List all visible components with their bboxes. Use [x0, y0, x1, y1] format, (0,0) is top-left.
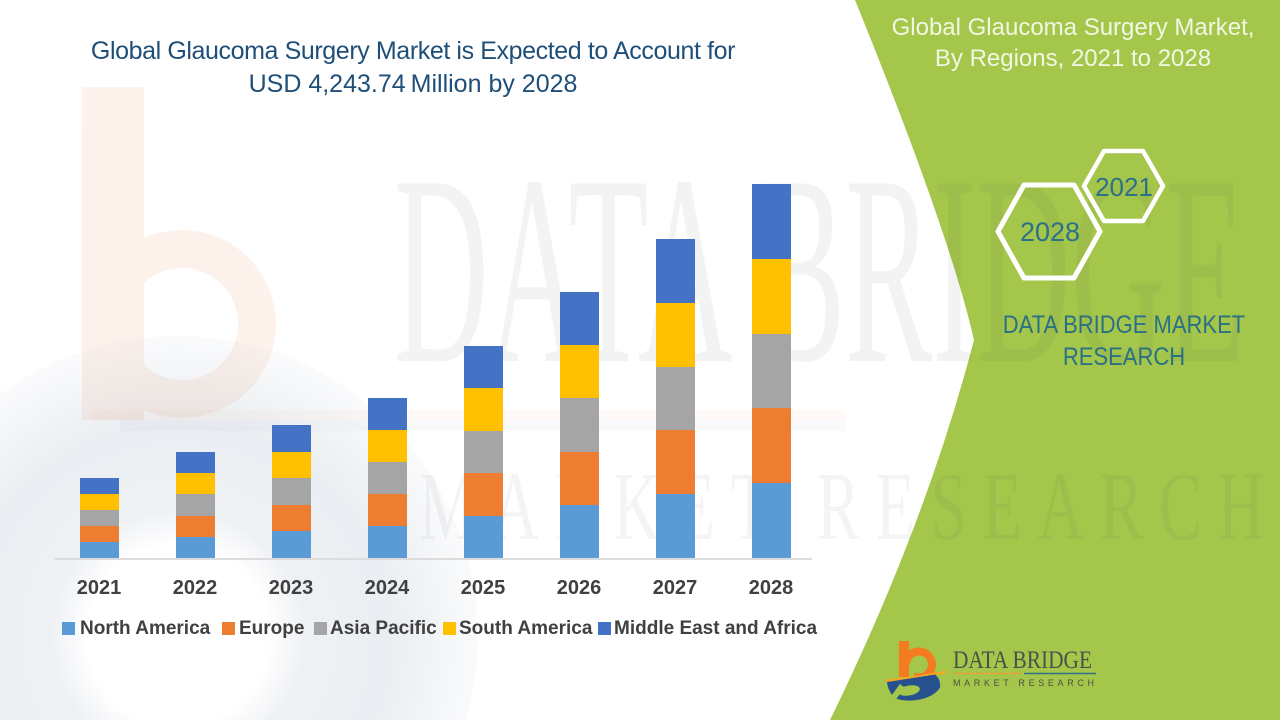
svg-text:MARKET RESEARCH: MARKET RESEARCH — [953, 678, 1094, 688]
svg-text:2028: 2028 — [1020, 217, 1080, 247]
svg-text:DATA BRIDGE: DATA BRIDGE — [394, 120, 1245, 420]
svg-text:MARKET RESEARCH: MARKET RESEARCH — [419, 453, 1280, 560]
svg-text:2021: 2021 — [1095, 172, 1153, 202]
svg-text:DATA BRIDGE: DATA BRIDGE — [953, 647, 1092, 674]
